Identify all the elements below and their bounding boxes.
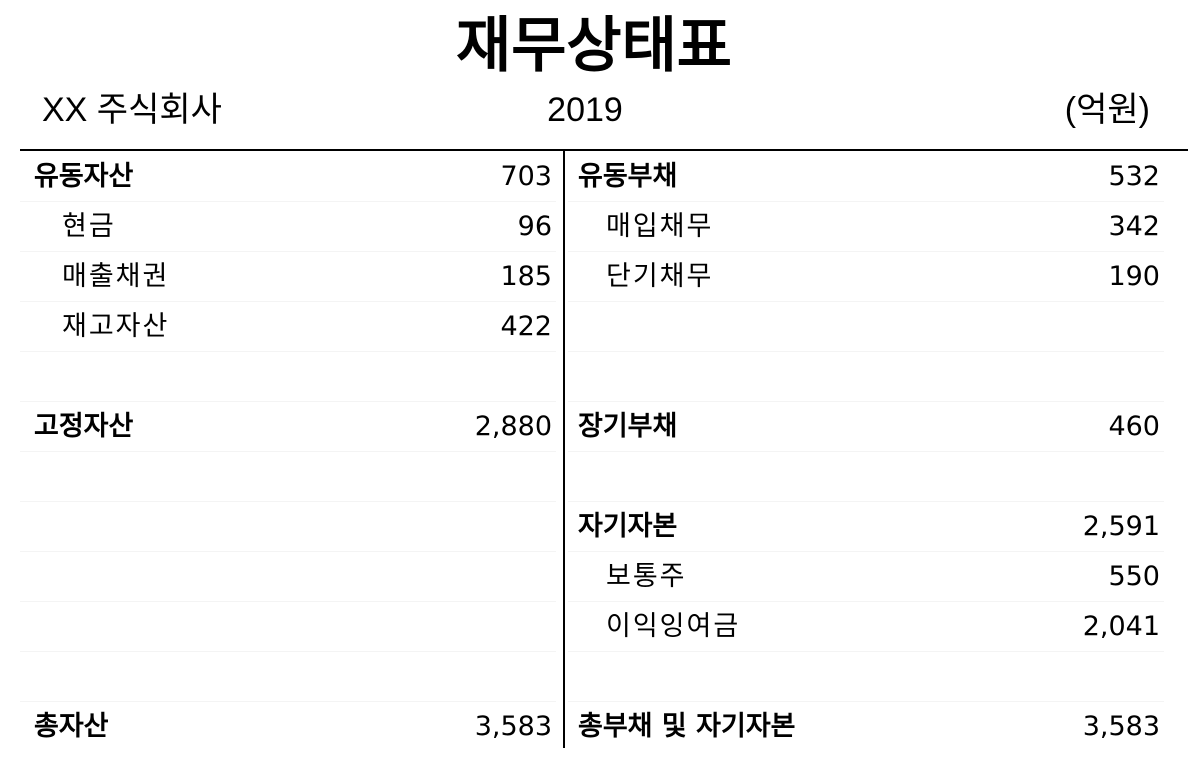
asset-row (20, 502, 556, 552)
asset-row: 현금 96 (20, 202, 556, 252)
asset-label: 고정자산 (34, 411, 134, 442)
liability-equity-value: 2,591 (1082, 511, 1160, 542)
liability-equity-row: 자기자본 2,591 (568, 502, 1164, 552)
liability-equity-row (568, 302, 1164, 352)
liability-equity-label: 자기자본 (578, 511, 678, 542)
asset-row (20, 602, 556, 652)
liability-equity-row: 장기부채 460 (568, 402, 1164, 452)
liability-equity-value: 460 (1108, 411, 1160, 442)
liability-equity-row: 단기채무 190 (568, 252, 1164, 302)
asset-value: 96 (517, 211, 552, 242)
asset-row (20, 352, 556, 402)
liability-equity-row: 유동부채 532 (568, 152, 1164, 202)
asset-value: 2,880 (474, 411, 552, 442)
liability-equity-label: 총부채 및 자기자본 (578, 711, 796, 742)
liability-equity-value: 342 (1108, 211, 1160, 242)
assets-column: 유동자산 703 현금 96 매출채권 185 재고자산 422 고정자산 2,880 총자산 3,5… (20, 152, 556, 752)
asset-row: 총자산 3,583 (20, 702, 556, 752)
asset-value: 185 (500, 261, 552, 292)
liability-equity-value: 3,583 (1082, 711, 1160, 742)
page-title: 재무상태표 (456, 11, 732, 81)
liability-equity-row: 보통주 550 (568, 552, 1164, 602)
asset-label: 유동자산 (34, 161, 134, 192)
column-divider (563, 151, 565, 748)
liability-equity-label: 유동부채 (578, 161, 678, 192)
asset-label: 총자산 (34, 711, 109, 742)
header-rule (20, 149, 1188, 151)
liability-equity-row: 이익잉여금 2,041 (568, 602, 1164, 652)
asset-row (20, 652, 556, 702)
liability-equity-value: 2,041 (1082, 611, 1160, 642)
asset-value: 3,583 (474, 711, 552, 742)
liability-equity-row (568, 352, 1164, 402)
asset-row (20, 552, 556, 602)
liability-equity-label: 단기채무 (606, 261, 714, 292)
liability-equity-row: 총부채 및 자기자본 3,583 (568, 702, 1164, 752)
asset-row (20, 452, 556, 502)
asset-value: 422 (500, 311, 552, 342)
asset-row: 고정자산 2,880 (20, 402, 556, 452)
liability-equity-row: 매입채무 342 (568, 202, 1164, 252)
liabilities-equity-column: 유동부채 532 매입채무 342 단기채무 190 장기부채 460 자기자본 2,591 보통주… (568, 152, 1164, 752)
liability-equity-label: 매입채무 (606, 211, 714, 242)
liability-equity-row (568, 652, 1164, 702)
liability-equity-label: 장기부채 (578, 411, 678, 442)
asset-row: 재고자산 422 (20, 302, 556, 352)
asset-label: 현금 (62, 211, 116, 242)
liability-equity-label: 이익잉여금 (606, 611, 741, 642)
liability-equity-value: 532 (1108, 161, 1160, 192)
asset-label: 재고자산 (62, 311, 170, 342)
asset-row: 매출채권 185 (20, 252, 556, 302)
liability-equity-value: 190 (1108, 261, 1160, 292)
liability-equity-row (568, 452, 1164, 502)
liability-equity-label: 보통주 (606, 561, 687, 592)
currency-unit: (억원) (1064, 91, 1150, 129)
fiscal-year: 2019 (547, 91, 623, 129)
company-name: XX 주식회사 (42, 91, 222, 129)
asset-row: 유동자산 703 (20, 152, 556, 202)
asset-label: 매출채권 (62, 261, 170, 292)
asset-value: 703 (500, 161, 552, 192)
liability-equity-value: 550 (1108, 561, 1160, 592)
